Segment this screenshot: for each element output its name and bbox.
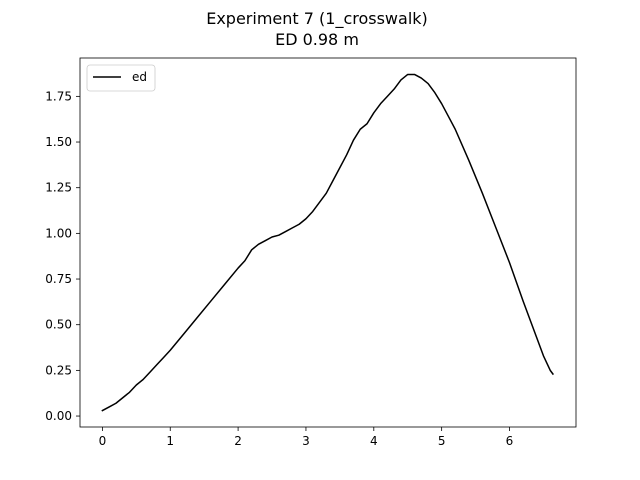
y-tick-label: 0.50 <box>45 318 72 332</box>
legend-box <box>86 64 156 92</box>
y-tick-label: 1.25 <box>45 181 72 195</box>
legend: ed <box>86 64 156 92</box>
y-tick-label: 1.50 <box>45 135 72 149</box>
y-tick-label: 1.75 <box>45 89 72 103</box>
plot-area <box>80 58 576 427</box>
y-axis: 0.00 0.25 0.50 0.75 1.00 1.25 1.50 1.75 <box>45 89 80 423</box>
y-tick-label: 0.25 <box>45 363 72 377</box>
plot-frame <box>79 57 577 428</box>
chart-title: Experiment 7 (1_crosswalk) <box>206 9 428 29</box>
x-tick-label: 5 <box>438 434 446 448</box>
y-tick-label: 0.75 <box>45 272 72 286</box>
y-tick-label: 0.00 <box>45 409 72 423</box>
x-tick-label: 2 <box>234 434 242 448</box>
series-line-ed <box>101 73 554 412</box>
x-tick-label: 1 <box>166 434 174 448</box>
x-tick-label: 3 <box>302 434 310 448</box>
series-layer <box>101 73 554 412</box>
legend-label-ed: ed <box>132 70 147 84</box>
x-tick-label: 6 <box>506 434 514 448</box>
chart-subtitle: ED 0.98 m <box>275 30 359 49</box>
y-tick-label: 1.00 <box>45 226 72 240</box>
x-axis: 0 1 2 3 4 5 6 <box>99 427 514 448</box>
x-tick-label: 4 <box>370 434 378 448</box>
x-tick-label: 0 <box>99 434 107 448</box>
